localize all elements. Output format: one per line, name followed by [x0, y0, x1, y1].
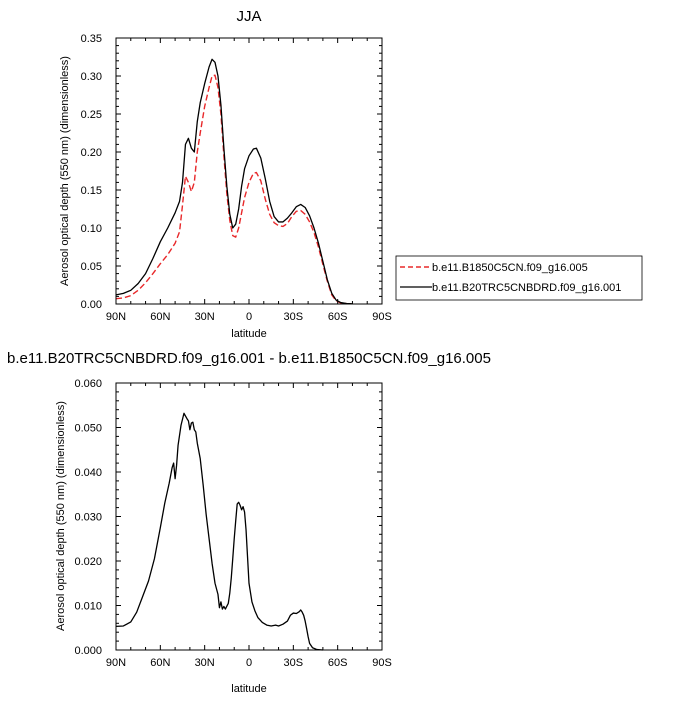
top-chart-ytick-label: 0.30: [81, 71, 102, 83]
top-chart-ytick-label: 0.35: [81, 33, 102, 45]
top-chart-ytick-label: 0.15: [81, 185, 102, 197]
top-chart-ylabel: Aerosol optical depth (550 nm) (dimensio…: [59, 56, 71, 286]
legend-label-0: b.e11.B1850C5CN.f09_g16.005: [432, 262, 588, 274]
top-chart-xtick-label: 60N: [150, 311, 170, 323]
top-chart-ytick-label: 0.20: [81, 147, 102, 159]
top-chart-ytick-label: 0.05: [81, 261, 102, 273]
bottom-chart-ytick-label: 0.040: [74, 467, 102, 479]
legend-label-1: b.e11.B20TRC5CNBDRD.f09_g16.001: [432, 282, 621, 294]
bottom-chart-ytick-label: 0.030: [74, 512, 102, 524]
legend: b.e11.B1850C5CN.f09_g16.005 b.e11.B20TRC…: [395, 255, 643, 301]
bottom-chart: b.e11.B20TRC5CNBDRD.f09_g16.001 - b.e11.…: [7, 350, 491, 695]
bottom-chart-xtick-label: 0: [246, 657, 252, 669]
bottom-chart-xtick-label: 60S: [328, 657, 348, 669]
top-chart: JJA 90N 60N 30N 0 30S 60S 90S 0.00 0.05 0.10 0.15 0…: [59, 8, 643, 340]
top-chart-ytick-label: 0.25: [81, 109, 102, 121]
top-chart-xtick-label: 90N: [106, 311, 126, 323]
bottom-chart-ytick-label: 0.050: [74, 423, 102, 435]
bottom-chart-xtick-label: 30N: [195, 657, 215, 669]
bottom-chart-ylabel: Aerosol optical depth (550 nm) (dimensio…: [55, 401, 67, 631]
top-chart-ytick-label: 0.00: [81, 299, 102, 311]
bottom-chart-series-0: [115, 412, 323, 651]
bottom-chart-ytick-label: 0.010: [74, 601, 102, 613]
bottom-chart-title: b.e11.B20TRC5CNBDRD.f09_g16.001 - b.e11.…: [7, 350, 491, 367]
bottom-chart-xlabel: latitude: [231, 683, 266, 695]
bottom-chart-xtick-label: 90N: [106, 657, 126, 669]
bottom-chart-xtick-label: 60N: [150, 657, 170, 669]
top-chart-xlabel: latitude: [231, 328, 266, 340]
top-chart-frame: [115, 37, 383, 305]
top-chart-xtick-label: 30N: [195, 311, 215, 323]
top-chart-xtick-label: 60S: [328, 311, 348, 323]
bottom-chart-xtick-label: 90S: [372, 657, 392, 669]
top-chart-series-1: [115, 58, 353, 305]
top-chart-xtick-label: 0: [246, 311, 252, 323]
bottom-chart-xtick-label: 30S: [284, 657, 304, 669]
bottom-chart-ytick-label: 0.000: [74, 645, 102, 657]
top-chart-title: JJA: [236, 8, 261, 25]
top-chart-series-0: [115, 74, 353, 305]
bottom-chart-ytick-label: 0.060: [74, 378, 102, 390]
bottom-chart-ytick-label: 0.020: [74, 556, 102, 568]
legend-box: [395, 255, 643, 301]
bottom-chart-frame: [115, 382, 383, 651]
top-chart-xtick-label: 30S: [284, 311, 304, 323]
top-chart-ytick-label: 0.10: [81, 223, 102, 235]
top-chart-xtick-label: 90S: [372, 311, 392, 323]
